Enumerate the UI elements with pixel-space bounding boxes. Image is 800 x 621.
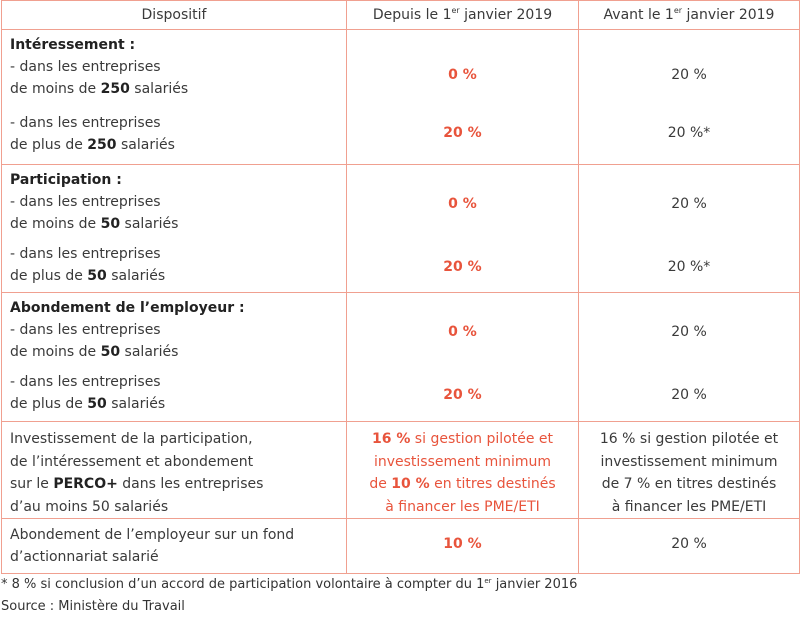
new-rate-large: 20 %	[443, 125, 482, 141]
new-rate-cell: 0 % 20 %	[346, 164, 579, 293]
group-title: Abondement de l’employeur :	[10, 300, 245, 316]
group-row-participation: Participation : - dans les entreprises d…	[1, 164, 800, 293]
header-depuis: Depuis le 1er janvier 2019	[346, 0, 579, 30]
group-row-abondement: Abondement de l’employeur : - dans les e…	[1, 292, 800, 422]
old-rate-large: 20 %*	[667, 259, 711, 275]
perco-new-cell: 16 % si gestion pilotée et investissemen…	[346, 421, 579, 519]
new-rate-large: 20 %	[443, 259, 482, 275]
old-rate-large: 20 %	[671, 387, 707, 403]
new-rate-large: 20 %	[443, 387, 482, 403]
old-rate-small: 20 %	[671, 196, 707, 212]
old-rate-cell: 20 % 20 %	[578, 292, 800, 422]
new-rate-cell: 0 % 20 %	[346, 292, 579, 422]
old-rate-small: 20 %	[671, 324, 707, 340]
footnote: * 8 % si conclusion d’un accord de parti…	[1, 577, 578, 592]
tax-rate-table: Dispositif Depuis le 1er janvier 2019 Av…	[1, 0, 800, 574]
new-rate-small: 0 %	[448, 324, 477, 340]
old-rate-large: 20 %*	[667, 125, 711, 141]
group-title: Participation :	[10, 172, 122, 188]
source-line: Source : Ministère du Travail	[1, 599, 185, 614]
old-rate-cell: 20 % 20 %*	[578, 164, 800, 293]
group-row-interessement: Intéressement : - dans les entreprises d…	[1, 29, 800, 165]
actionnariat-row: Abondement de l’employeur sur un fond d’…	[1, 518, 800, 574]
actionnariat-old-cell: 20 %	[578, 518, 800, 574]
perco-row: Investissement de la participation, de l…	[1, 421, 800, 519]
new-rate-cell: 0 % 20 %	[346, 29, 579, 165]
group-label-cell: Abondement de l’employeur : - dans les e…	[1, 292, 347, 422]
new-rate-small: 0 %	[448, 67, 477, 83]
actionnariat-new-cell: 10 %	[346, 518, 579, 574]
old-rate-cell: 20 % 20 %*	[578, 29, 800, 165]
group-label-cell: Intéressement : - dans les entreprises d…	[1, 29, 347, 165]
header-row: Dispositif Depuis le 1er janvier 2019 Av…	[1, 0, 800, 30]
group-title: Intéressement :	[10, 37, 136, 53]
perco-label-cell: Investissement de la participation, de l…	[1, 421, 347, 519]
header-dispositif: Dispositif	[1, 0, 347, 30]
perco-old-cell: 16 % si gestion pilotée et investissemen…	[578, 421, 800, 519]
new-rate-small: 0 %	[448, 196, 477, 212]
actionnariat-label-cell: Abondement de l’employeur sur un fond d’…	[1, 518, 347, 574]
header-avant: Avant le 1er janvier 2019	[578, 0, 800, 30]
group-label-cell: Participation : - dans les entreprises d…	[1, 164, 347, 293]
old-rate-small: 20 %	[671, 67, 707, 83]
